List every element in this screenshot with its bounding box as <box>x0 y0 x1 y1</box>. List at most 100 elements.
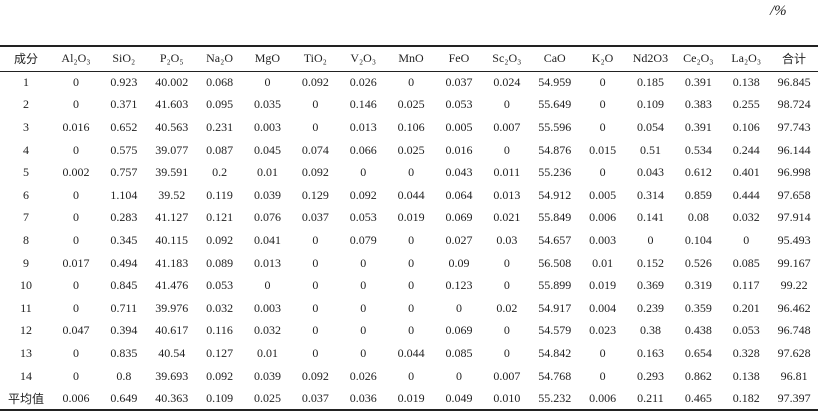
table-cell: 0 <box>72 368 79 383</box>
table-cell: 0 <box>72 278 79 293</box>
table-cell: 0.8 <box>116 368 132 383</box>
table-cell: 0 <box>599 165 606 180</box>
table-cell: 0.494 <box>110 255 138 270</box>
table-cell: 0.359 <box>684 300 712 315</box>
table-cell: 99.167 <box>777 255 811 270</box>
table-cell: 0.023 <box>589 323 617 338</box>
table-cell: 0.089 <box>206 255 234 270</box>
table-cell: 0.066 <box>349 142 377 157</box>
table-cell: 97.914 <box>777 210 811 225</box>
table-cell: 97.628 <box>777 345 811 360</box>
table-cell: 98.724 <box>777 97 811 112</box>
table-cell: 0.01 <box>592 255 614 270</box>
table-cell: 0.019 <box>589 278 617 293</box>
table-cell: 0 <box>360 323 367 338</box>
table-cell: 40.617 <box>155 323 189 338</box>
table-row: 3 0.016 0.652 40.563 0.231 0.003 0 0.013 0.106 0.… <box>0 116 818 139</box>
table-cell: 0.041 <box>253 232 281 247</box>
table-cell: 55.899 <box>538 278 572 293</box>
table-cell: 0.923 <box>110 75 138 90</box>
table-cell: 0.037 <box>301 210 329 225</box>
header-cell: 合计 <box>782 52 807 67</box>
table-cell: 0.649 <box>110 390 138 405</box>
table-cell: 40.115 <box>155 232 188 247</box>
table-cell: 0.005 <box>589 187 617 202</box>
table-cell: 0.711 <box>110 300 138 315</box>
table-cell: 0.09 <box>448 255 470 270</box>
table-cell: 97.743 <box>777 119 811 134</box>
table-cell: 0 <box>312 278 319 293</box>
table-cell: 0 <box>312 232 319 247</box>
table-cell: 0 <box>72 210 79 225</box>
table-row: 11 0 0.711 39.976 0.032 0.003 0 0 0 0 0.02 54.917 0.… <box>0 297 818 320</box>
table-cell: 0 <box>72 232 79 247</box>
table-cell: 0.383 <box>684 97 712 112</box>
table-cell: 0.010 <box>493 390 521 405</box>
table-cell: 96.998 <box>777 165 811 180</box>
table-cell: 0.01 <box>256 345 278 360</box>
table-cell: 54.842 <box>538 345 572 360</box>
table-row: 9 0.017 0.494 41.183 0.089 0.013 0 0 0 0.09 0 56.50… <box>0 252 818 275</box>
table-cell: 0.146 <box>349 97 377 112</box>
header-cell: Nd2O3 <box>632 51 669 66</box>
table-cell: 41.476 <box>155 278 189 293</box>
table-cell: 55.236 <box>538 165 572 180</box>
header-row: 成分 Al₂O₃ SiO₂ P₂O₅ Na₂O MgO TiO₂ V₂O₃ MnO FeO Sc₂O… <box>0 46 818 71</box>
table-cell: 0 <box>312 119 319 134</box>
table-cell: 0 <box>312 323 319 338</box>
table-cell: 0.002 <box>62 165 90 180</box>
table-cell: 0.053 <box>206 278 234 293</box>
table-cell: 0 <box>503 278 510 293</box>
table-cell: 0.092 <box>301 165 329 180</box>
table-cell: 0.117 <box>732 278 760 293</box>
table-cell: 0 <box>647 232 654 247</box>
table-cell: 0.003 <box>253 300 281 315</box>
table-cell: 3 <box>23 119 29 134</box>
table-cell: 0.201 <box>732 300 760 315</box>
table-cell: 54.959 <box>538 75 572 90</box>
table-cell: 0.391 <box>684 119 712 134</box>
table-cell: 0.024 <box>493 75 521 90</box>
table-cell: 0.032 <box>253 323 281 338</box>
table-cell: 0.054 <box>636 119 664 134</box>
header-cell: MgO <box>254 51 281 66</box>
table-cell: 39.976 <box>155 300 189 315</box>
table-row: 14 0 0.8 39.693 0.092 0.039 0.092 0.026 0 0 0.007 5… <box>0 365 818 388</box>
table-row: 10 0 0.845 41.476 0.053 0 0 0 0 0.123 0 55.899 0.019… <box>0 274 818 297</box>
table-cell: 0 <box>599 119 606 134</box>
table-cell: 0.369 <box>636 278 664 293</box>
table-cell: 0.036 <box>349 390 377 405</box>
table-cell: 0.654 <box>684 345 712 360</box>
table-cell: 0.283 <box>110 210 138 225</box>
table-cell: 0.016 <box>62 119 90 134</box>
table-cell: 0.087 <box>206 142 234 157</box>
table-cell: 0.38 <box>639 323 661 338</box>
table-cell: 97.397 <box>777 390 811 405</box>
table-cell: 55.649 <box>538 97 572 112</box>
table-cell: 0.314 <box>636 187 664 202</box>
table-cell: 41.603 <box>155 97 189 112</box>
table-row: 1 0 0.923 40.002 0.068 0 0.092 0.026 0 0.037 0.024… <box>0 71 818 94</box>
table-cell: 0.845 <box>110 278 138 293</box>
header-cell: SiO₂ <box>112 51 136 66</box>
table-cell: 55.596 <box>538 119 572 134</box>
table-cell: 0.127 <box>206 345 234 360</box>
table-cell: 0.032 <box>206 300 234 315</box>
table-cell: 0.064 <box>445 187 473 202</box>
table-cell: 6 <box>23 187 29 202</box>
table-cell: 0 <box>72 75 79 90</box>
table-cell: 0 <box>408 278 415 293</box>
data-table: 成分 Al₂O₃ SiO₂ P₂O₅ Na₂O MgO TiO₂ V₂O₃ MnO FeO Sc₂O… <box>0 45 818 411</box>
table-row: 4 0 0.575 39.077 0.087 0.045 0.074 0.066 0.025 0.… <box>0 139 818 162</box>
table-cell: 0.255 <box>732 97 760 112</box>
table-cell: 99.22 <box>780 278 808 293</box>
table-cell: 0 <box>312 255 319 270</box>
table-cell: 0.043 <box>636 165 664 180</box>
table-cell: 0 <box>408 165 415 180</box>
table-cell: 7 <box>23 210 29 225</box>
table-cell: 0.534 <box>684 142 712 157</box>
table-cell: 0.138 <box>732 75 760 90</box>
header-cell: CaO <box>543 51 566 66</box>
table-cell: 0 <box>503 345 510 360</box>
